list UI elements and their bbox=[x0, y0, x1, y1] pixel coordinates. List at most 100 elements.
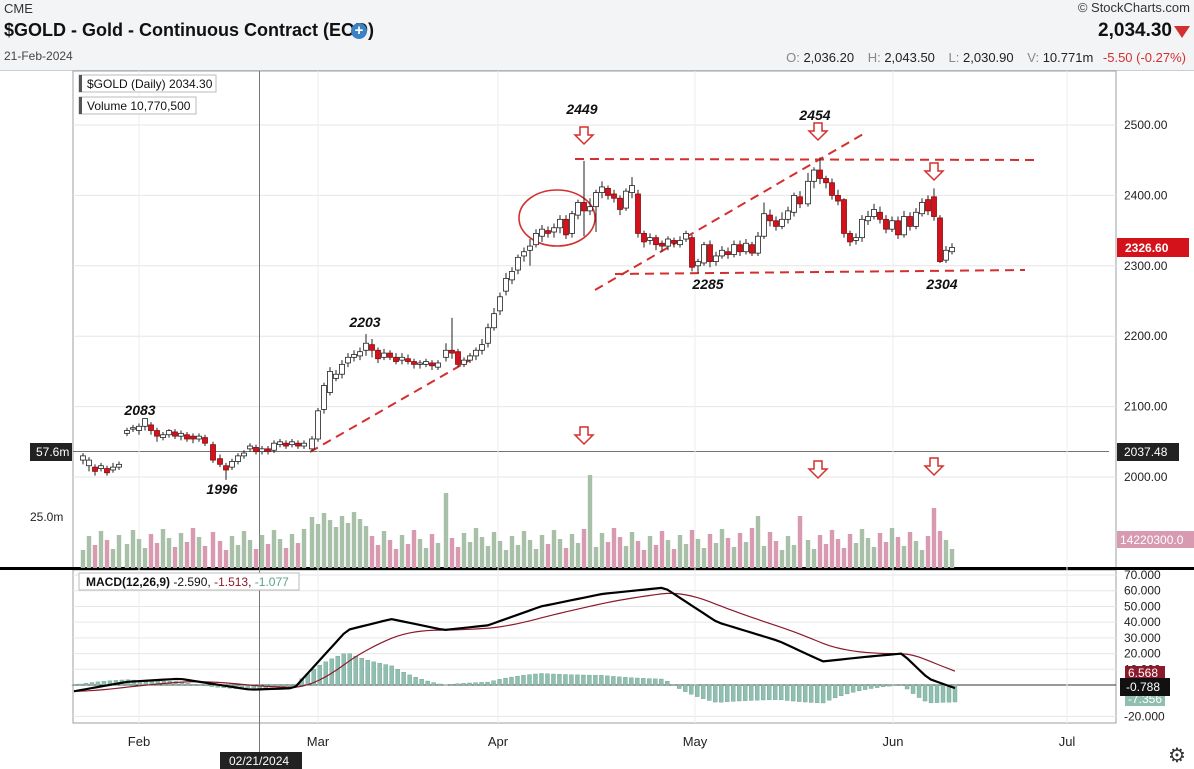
candle-body bbox=[86, 459, 92, 467]
last-price-tag bbox=[1117, 238, 1189, 257]
candle-body bbox=[509, 271, 515, 281]
price-annotation: 2449 bbox=[565, 101, 597, 117]
volume-bar bbox=[265, 544, 271, 568]
candle-body bbox=[551, 227, 557, 233]
volume-bar bbox=[289, 534, 295, 568]
candle-body bbox=[247, 445, 253, 450]
macd-histogram-bar bbox=[725, 684, 730, 702]
annotations: 2083 1996 2203 2449 2454 2285 2304 bbox=[123, 101, 957, 497]
volume-bar bbox=[411, 530, 417, 568]
candle-body bbox=[80, 455, 86, 461]
candle-body bbox=[351, 354, 357, 358]
candle-body bbox=[461, 359, 467, 365]
volume-bar bbox=[86, 536, 92, 568]
candle-body bbox=[895, 220, 901, 236]
candle-body bbox=[707, 244, 713, 262]
candle-body bbox=[877, 211, 883, 220]
candle-body bbox=[557, 218, 563, 229]
volume-bar bbox=[539, 535, 545, 568]
volume-bar bbox=[695, 539, 701, 568]
macd-tag-text: -0.788 bbox=[1126, 680, 1160, 694]
candle-body bbox=[623, 190, 629, 209]
gear-icon[interactable]: ⚙ bbox=[1168, 745, 1186, 767]
trend-line-dashed bbox=[614, 269, 1026, 275]
candle-body bbox=[98, 465, 104, 469]
volume-bar bbox=[166, 538, 172, 568]
candle-body bbox=[479, 344, 485, 351]
volume-bar bbox=[247, 540, 253, 568]
candle-body bbox=[883, 218, 889, 230]
macd-histogram-bar bbox=[898, 684, 904, 686]
macd-histogram-bar bbox=[701, 684, 706, 699]
volume-bar bbox=[467, 542, 473, 568]
volume-bar bbox=[877, 533, 883, 568]
volume-bar bbox=[491, 532, 497, 568]
volume-bar bbox=[423, 548, 429, 568]
volume-bar bbox=[259, 535, 265, 568]
candle-body bbox=[435, 362, 441, 368]
volume-bar bbox=[503, 550, 509, 568]
candle-body bbox=[110, 466, 116, 471]
macd-histogram-bar bbox=[479, 682, 484, 686]
crosshair-price-tag-text: 2037.48 bbox=[1124, 445, 1168, 459]
volume-bar bbox=[154, 543, 160, 568]
crosshair-date-tag bbox=[220, 752, 302, 769]
macd-histogram-bar bbox=[455, 683, 460, 686]
volume-bar bbox=[527, 540, 533, 568]
macd-tick-label: 70.000 bbox=[1124, 568, 1161, 582]
macd-legend-name: MACD(12,26,9) bbox=[86, 575, 170, 589]
volume-bar bbox=[339, 516, 345, 568]
macd-histogram-bar bbox=[814, 684, 820, 703]
volume-bar bbox=[823, 544, 829, 568]
volume-bar bbox=[217, 541, 223, 568]
price-legend-marker bbox=[79, 75, 82, 92]
candle-body bbox=[309, 438, 315, 450]
volume-bar bbox=[853, 543, 859, 568]
candle-body bbox=[321, 385, 327, 410]
volume-bar bbox=[671, 549, 677, 568]
macd-histogram-bar bbox=[677, 684, 682, 689]
volume-bar bbox=[731, 547, 737, 568]
candle-body bbox=[919, 202, 925, 215]
candle-body bbox=[569, 213, 575, 234]
volume-bar bbox=[253, 549, 259, 568]
volume-bar bbox=[321, 513, 327, 568]
volume-bar bbox=[405, 544, 411, 568]
candle-body bbox=[491, 313, 497, 329]
candle-body bbox=[773, 220, 779, 227]
candle-body bbox=[515, 256, 521, 271]
add-plus-icon[interactable]: + bbox=[351, 23, 367, 39]
macd-histogram-bar bbox=[371, 661, 376, 686]
volume-bar bbox=[895, 537, 901, 568]
volume-bar bbox=[357, 519, 363, 568]
volume-bar bbox=[104, 540, 110, 568]
x-tick-label: Mar bbox=[307, 734, 330, 749]
volume-bar bbox=[485, 546, 491, 568]
candle-body bbox=[381, 352, 387, 358]
volume-bar bbox=[737, 533, 743, 568]
volume-bar bbox=[883, 542, 889, 568]
macd-histogram-bar bbox=[916, 684, 922, 698]
macd-histogram-bar bbox=[569, 674, 574, 686]
candle-body bbox=[835, 194, 841, 202]
candle-body bbox=[599, 186, 605, 193]
volume-bar bbox=[605, 542, 611, 568]
candle-body bbox=[178, 432, 184, 437]
macd-tag bbox=[1120, 678, 1170, 696]
macd-histogram-bar bbox=[383, 664, 388, 686]
candle-body bbox=[241, 452, 247, 457]
candle-body bbox=[443, 349, 449, 358]
open-label: O: bbox=[786, 50, 800, 65]
candle-body bbox=[817, 169, 823, 179]
volume-bars bbox=[80, 475, 955, 568]
volume-bar bbox=[611, 528, 617, 568]
macd-histogram-bar bbox=[611, 676, 616, 686]
brand-logo[interactable]: © StockCharts.com bbox=[1077, 0, 1190, 15]
macd-histogram-bar bbox=[844, 684, 850, 695]
volume-bar bbox=[551, 530, 557, 568]
macd-histogram-bar bbox=[874, 684, 880, 688]
volume-bar bbox=[797, 516, 803, 568]
volume-bar bbox=[515, 545, 521, 568]
volume-bar bbox=[919, 550, 925, 568]
